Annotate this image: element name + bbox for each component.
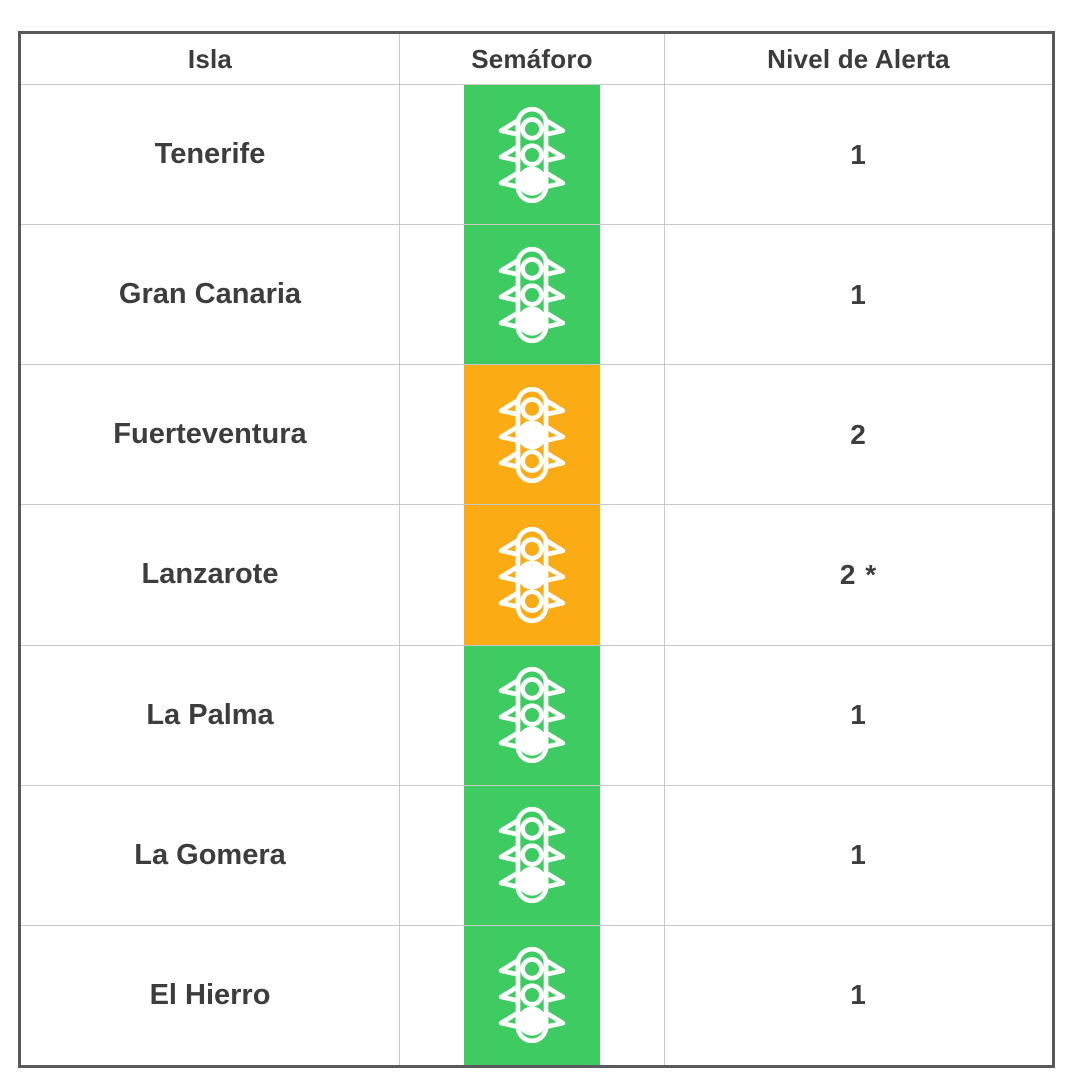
table-row: Lanzarote (21, 504, 1052, 645)
semaforo-cell (399, 925, 664, 1065)
bottom-light (517, 166, 547, 196)
table-row: El Hierro (21, 924, 1052, 1065)
alert-level: 1 (850, 839, 867, 871)
island-name: Tenerife (154, 138, 266, 171)
top-light (520, 116, 544, 141)
island-cell: El Hierro (21, 926, 399, 1065)
header-semaforo: Semáforo (399, 34, 664, 84)
traffic-light-icon (498, 947, 566, 1044)
middle-light (520, 283, 544, 307)
top-light (520, 817, 544, 841)
island-name: Lanzarote (141, 558, 279, 591)
semaforo-cell (399, 85, 664, 225)
middle-light (520, 843, 544, 867)
island-name: Fuerteventura (113, 418, 307, 451)
alert-level: 1 (850, 138, 867, 170)
semaforo-block (464, 365, 600, 505)
alert-level: 2 * (839, 558, 878, 590)
header-nivel-de-alerta: Nivel de Alerta (664, 34, 1052, 84)
alert-level: 1 (850, 979, 867, 1011)
middle-light (520, 142, 544, 167)
alert-table: Isla Semáforo Nivel de Alerta Tenerife (18, 31, 1055, 1068)
semaforo-block (464, 645, 600, 785)
table-row: La Gomera (21, 784, 1052, 925)
island-name: La Palma (146, 698, 274, 731)
table-row: Tenerife (21, 84, 1052, 225)
alert-cell: 1 (664, 85, 1052, 225)
traffic-light-icon (498, 386, 566, 483)
bottom-light (520, 449, 544, 473)
middle-light (520, 983, 544, 1008)
alert-cell: 2 (664, 365, 1052, 505)
alert-level: 2 (850, 418, 867, 450)
alert-cell: 1 (664, 785, 1052, 925)
top-light (520, 537, 544, 561)
bottom-light (520, 589, 544, 613)
middle-light (520, 703, 544, 727)
island-cell: La Palma (21, 646, 399, 785)
traffic-light-icon (498, 807, 566, 904)
semaforo-cell (399, 645, 664, 785)
island-cell: Lanzarote (21, 505, 399, 644)
traffic-light-icon (498, 246, 566, 343)
traffic-light-icon (498, 106, 566, 203)
semaforo-cell (399, 505, 664, 645)
traffic-light-icon (498, 526, 566, 624)
table-row: Fuerteventura (21, 364, 1052, 505)
alert-level: 1 (850, 699, 867, 731)
semaforo-block (464, 925, 600, 1065)
semaforo-block (464, 85, 600, 225)
table-header-row: Isla Semáforo Nivel de Alerta (21, 34, 1052, 84)
semaforo-block (464, 785, 600, 925)
table-row: Gran Canaria (21, 224, 1052, 365)
bottom-light (517, 726, 547, 756)
traffic-light-icon (498, 666, 566, 764)
middle-light (517, 560, 547, 590)
semaforo-block (464, 505, 600, 645)
alert-level: 1 (850, 278, 867, 310)
top-light (520, 256, 544, 281)
alert-cell: 1 (664, 925, 1052, 1065)
bottom-light (517, 866, 547, 896)
bottom-light (517, 1007, 547, 1037)
header-isla: Isla (187, 43, 233, 74)
island-cell: La Gomera (21, 786, 399, 925)
middle-light (517, 420, 547, 450)
bottom-light (517, 306, 547, 336)
top-light (520, 677, 544, 701)
semaforo-cell (399, 365, 664, 505)
semaforo-cell (399, 225, 664, 365)
island-cell: Gran Canaria (21, 225, 399, 364)
island-name: Gran Canaria (118, 278, 302, 311)
table-row: La Palma (21, 644, 1052, 785)
island-cell: Tenerife (21, 85, 399, 224)
semaforo-cell (399, 785, 664, 925)
island-name: La Gomera (134, 838, 286, 871)
alert-cell: 2 * (664, 505, 1052, 645)
alert-cell: 1 (664, 645, 1052, 785)
alert-cell: 1 (664, 225, 1052, 365)
island-name: El Hierro (149, 978, 271, 1011)
top-light (520, 396, 544, 421)
semaforo-block (464, 225, 600, 365)
island-cell: Fuerteventura (21, 365, 399, 504)
top-light (520, 957, 544, 981)
